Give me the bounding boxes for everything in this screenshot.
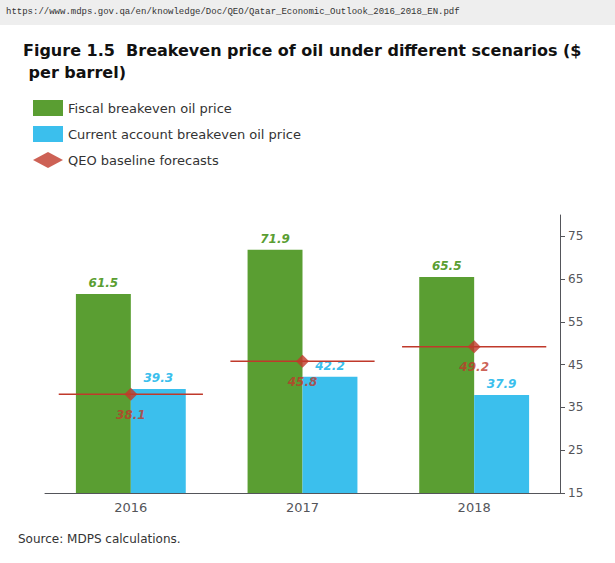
svg-text:38.1: 38.1 bbox=[116, 408, 146, 422]
svg-text:2017: 2017 bbox=[286, 500, 319, 515]
svg-text:49.2: 49.2 bbox=[458, 360, 489, 374]
svg-text:75: 75 bbox=[568, 229, 583, 243]
svg-text:65.5: 65.5 bbox=[432, 259, 462, 273]
svg-text:61.5: 61.5 bbox=[89, 276, 119, 290]
svg-text:Current account breakeven oil: Current account breakeven oil price bbox=[68, 127, 301, 142]
svg-text:25: 25 bbox=[568, 443, 583, 457]
svg-text:15: 15 bbox=[568, 486, 583, 500]
svg-text:per barrel): per barrel) bbox=[23, 63, 126, 82]
svg-text:2016: 2016 bbox=[114, 500, 147, 515]
svg-text:39.3: 39.3 bbox=[143, 371, 173, 385]
svg-text:https://www.mdps.gov.qa/en/kno: https://www.mdps.gov.qa/en/knowledge/Doc… bbox=[6, 7, 460, 17]
svg-text:45: 45 bbox=[568, 358, 583, 372]
svg-text:QEO baseline forecasts: QEO baseline forecasts bbox=[68, 153, 219, 168]
svg-text:45.8: 45.8 bbox=[287, 375, 318, 389]
svg-text:2018: 2018 bbox=[458, 500, 491, 515]
svg-text:37.9: 37.9 bbox=[487, 377, 517, 391]
svg-text:71.9: 71.9 bbox=[260, 232, 290, 246]
svg-text:Source: MDPS calculations.: Source: MDPS calculations. bbox=[18, 532, 181, 546]
svg-text:65: 65 bbox=[568, 272, 583, 286]
svg-text:35: 35 bbox=[568, 400, 583, 414]
svg-text:Fiscal breakeven oil price: Fiscal breakeven oil price bbox=[68, 101, 232, 116]
svg-text:55: 55 bbox=[568, 315, 583, 329]
svg-text:Figure 1.5 Breakeven price of: Figure 1.5 Breakeven price of oil under … bbox=[23, 41, 581, 60]
svg-text:42.2: 42.2 bbox=[315, 358, 345, 373]
